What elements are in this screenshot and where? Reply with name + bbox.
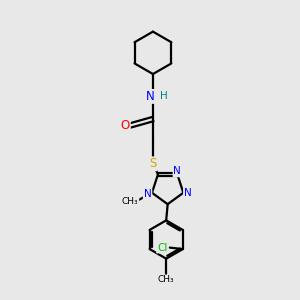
- Text: O: O: [121, 119, 130, 132]
- Text: H: H: [160, 91, 168, 100]
- Text: CH₃: CH₃: [158, 275, 175, 284]
- Text: N: N: [184, 188, 192, 198]
- Text: N: N: [173, 167, 181, 176]
- Text: S: S: [149, 157, 157, 170]
- Text: N: N: [144, 189, 152, 199]
- Text: N: N: [146, 90, 155, 103]
- Text: Cl: Cl: [157, 243, 167, 253]
- Text: CH₃: CH₃: [122, 197, 139, 206]
